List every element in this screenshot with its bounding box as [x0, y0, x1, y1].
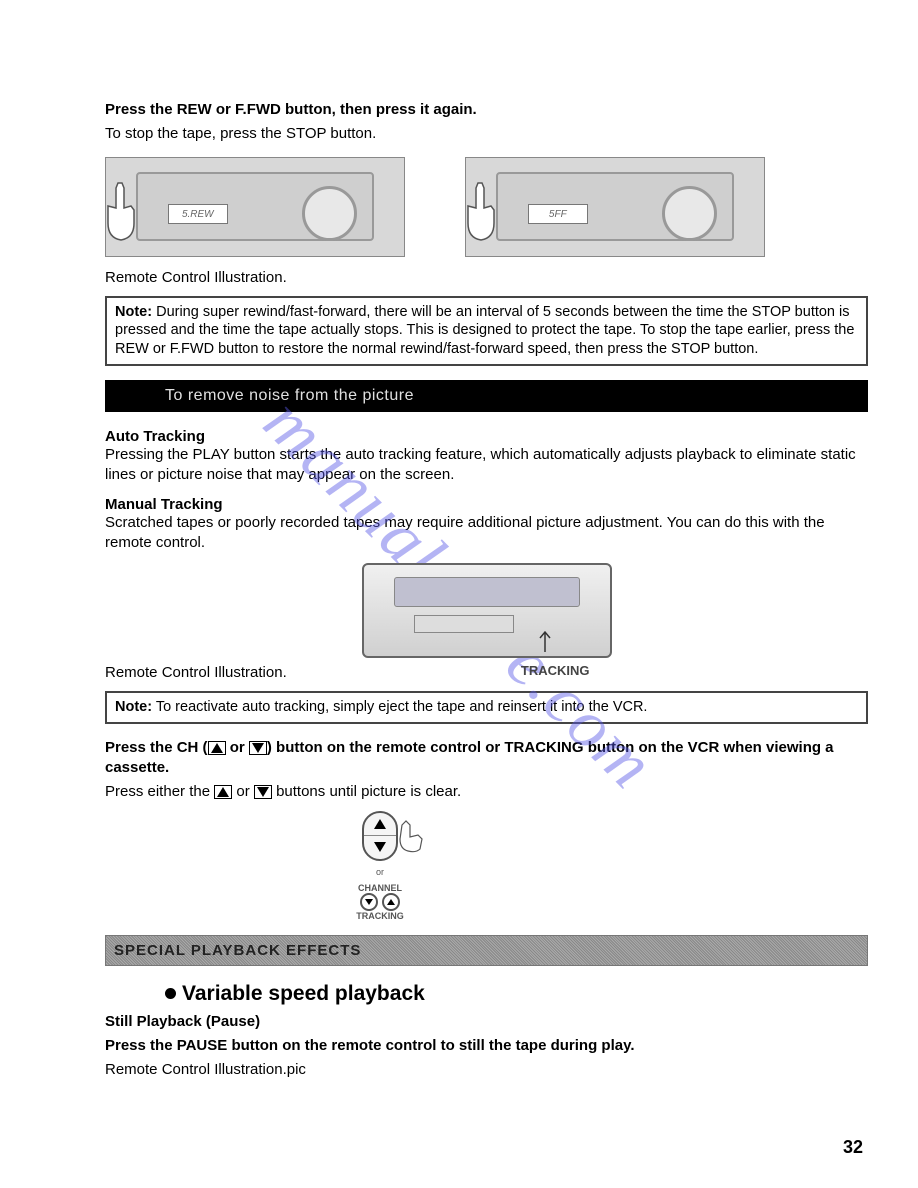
ch2-text-2: or — [232, 783, 254, 800]
still-line: Remote Control Illustration.pic — [105, 1060, 868, 1080]
caption-1: Remote Control Illustration. — [105, 269, 868, 286]
bullet-icon — [165, 988, 176, 999]
ch-text-1: Press the CH ( — [105, 739, 208, 756]
device-image-row: 5.REW 5FF — [105, 157, 868, 257]
hand-pointer-icon — [456, 178, 506, 248]
vcr-display-right: 5FF — [528, 204, 588, 224]
vcr-ffwd-illustration: 5FF — [465, 157, 765, 257]
note-box-2: Note: To reactivate auto tracking, simpl… — [105, 691, 868, 724]
ch-instruction-line1: Press the CH ( or ) button on the remote… — [105, 738, 868, 779]
still-bold-line: Press the PAUSE button on the remote con… — [105, 1036, 868, 1056]
vcr-display-left: 5.REW — [168, 204, 228, 224]
remote-rocker-button — [362, 811, 398, 861]
vcr-rew-illustration: 5.REW — [105, 157, 405, 257]
ch2-text-1: Press either the — [105, 783, 214, 800]
section-black-bar: To remove noise from the picture — [105, 380, 868, 412]
ch2-text-3: buttons until picture is clear. — [272, 783, 461, 800]
note2-label: Note: — [115, 699, 152, 715]
triangle-down-icon — [374, 842, 386, 852]
hand-pointer-icon — [96, 178, 146, 248]
page-number: 32 — [843, 1137, 863, 1158]
intro-line2: To stop the tape, press the STOP button. — [105, 124, 868, 144]
note2-text: To reactivate auto tracking, simply ejec… — [152, 699, 647, 715]
manual-tracking-text: Scratched tapes or poorly recorded tapes… — [105, 513, 868, 554]
ch-instruction-line2: Press either the or buttons until pictur… — [105, 782, 868, 802]
arrow-up-icon — [538, 624, 552, 654]
auto-tracking-heading: Auto Tracking — [105, 428, 868, 445]
manual-tracking-heading: Manual Tracking — [105, 496, 868, 513]
triangle-up-icon — [214, 785, 232, 799]
intro-bold: Press the REW or F.FWD button, then pres… — [105, 100, 868, 120]
note1-text: During super rewind/fast-forward, there … — [115, 304, 854, 358]
remote-or-label: or — [376, 867, 384, 877]
hand-press-icon — [396, 819, 426, 855]
auto-tracking-text: Pressing the PLAY button starts the auto… — [105, 445, 868, 486]
tracking-label: TRACKING — [521, 663, 590, 678]
remote-control-illustration: or CHANNEL TRACKING — [345, 811, 415, 921]
ch-text-2: or — [226, 739, 249, 756]
remote-channel-label: CHANNEL — [356, 883, 404, 893]
variable-heading-text: Variable speed playback — [182, 982, 425, 1005]
triangle-up-icon — [374, 819, 386, 829]
still-heading: Still Playback (Pause) — [105, 1012, 868, 1032]
vcr-illustration-wrapper: TRACKING — [105, 563, 868, 658]
section-gray-bar: SPECIAL PLAYBACK EFFECTS — [105, 935, 868, 966]
triangle-up-icon — [208, 741, 226, 755]
note1-label: Note: — [115, 304, 152, 320]
triangle-down-icon — [249, 741, 267, 755]
triangle-down-icon — [254, 785, 272, 799]
remote-tracking-label: TRACKING — [356, 911, 404, 921]
vcr-front-illustration: TRACKING — [362, 563, 612, 658]
remote-down-button — [360, 893, 378, 911]
variable-speed-heading: Variable speed playback — [165, 982, 868, 1006]
note-box-1: Note: During super rewind/fast-forward, … — [105, 296, 868, 367]
remote-up-button — [382, 893, 400, 911]
caption-2: Remote Control Illustration. — [105, 664, 868, 681]
